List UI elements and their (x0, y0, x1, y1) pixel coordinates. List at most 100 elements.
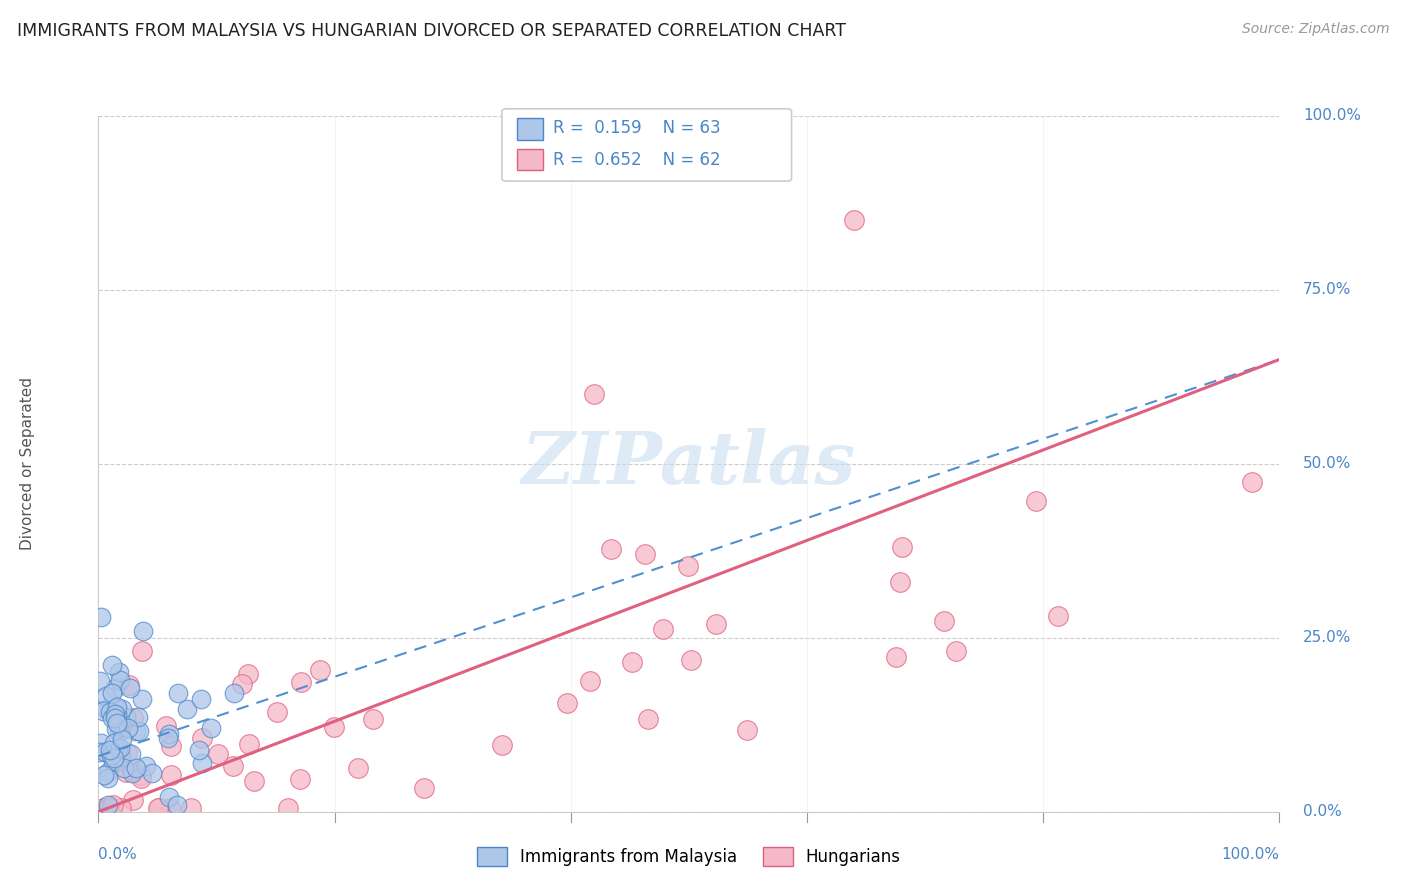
Point (679, 653, 702, 667)
Point (108, 665, 131, 680)
Point (94, 745, 117, 759)
Point (93, 801, 115, 815)
Text: R =  0.159    N = 63: R = 0.159 N = 63 (553, 120, 720, 137)
Text: 75.0%: 75.0% (1303, 283, 1351, 297)
Point (101, 686, 124, 700)
Point (112, 761, 135, 775)
Point (361, 712, 384, 726)
Point (118, 681, 141, 696)
Point (97, 797, 120, 812)
Text: IMMIGRANTS FROM MALAYSIA VS HUNGARIAN DIVORCED OR SEPARATED CORRELATION CHART: IMMIGRANTS FROM MALAYSIA VS HUNGARIAN DI… (17, 22, 846, 40)
Text: 25.0%: 25.0% (1303, 631, 1351, 645)
Point (148, 801, 170, 815)
Legend: Immigrants from Malaysia, Hungarians: Immigrants from Malaysia, Hungarians (471, 840, 907, 873)
Point (844, 213, 866, 227)
Point (323, 719, 346, 733)
Point (309, 663, 332, 677)
Point (945, 644, 967, 658)
Text: ZIPatlas: ZIPatlas (522, 428, 856, 500)
Point (110, 801, 132, 815)
Point (111, 702, 134, 716)
Point (288, 772, 311, 786)
Point (105, 722, 128, 736)
Point (160, 739, 183, 754)
Point (118, 678, 141, 692)
Point (346, 761, 368, 775)
Point (93, 768, 115, 782)
Point (652, 622, 675, 636)
Point (98, 706, 121, 720)
Point (121, 710, 143, 724)
Point (105, 716, 128, 731)
Point (190, 692, 212, 706)
Point (180, 801, 202, 815)
Point (583, 387, 606, 401)
Text: 100.0%: 100.0% (1303, 109, 1361, 123)
Point (108, 725, 131, 739)
Point (128, 723, 150, 738)
Point (101, 658, 124, 673)
Point (127, 710, 149, 724)
Point (122, 793, 145, 807)
Point (224, 686, 246, 700)
Point (90, 610, 112, 624)
Point (97, 764, 120, 779)
Text: Source: ZipAtlas.com: Source: ZipAtlas.com (1241, 22, 1389, 37)
Point (101, 755, 124, 769)
Point (93, 801, 115, 815)
Point (101, 711, 124, 725)
Point (108, 720, 131, 734)
Point (188, 743, 211, 757)
Point (231, 677, 253, 691)
Point (111, 732, 134, 747)
Point (89, 745, 111, 759)
Point (101, 797, 124, 812)
Point (117, 721, 139, 735)
Point (146, 801, 169, 815)
Point (141, 765, 163, 780)
Point (98, 801, 121, 815)
Point (105, 702, 128, 716)
Point (620, 655, 643, 669)
Point (637, 712, 659, 726)
Text: Divorced or Separated: Divorced or Separated (20, 377, 35, 550)
Point (129, 768, 152, 782)
Point (100, 748, 122, 763)
Point (107, 741, 129, 756)
Point (104, 681, 127, 696)
Point (176, 702, 198, 716)
Point (110, 741, 132, 756)
Point (121, 766, 143, 780)
Text: 50.0%: 50.0% (1303, 457, 1351, 471)
Point (160, 768, 183, 782)
Point (121, 764, 143, 778)
Point (157, 727, 180, 741)
Point (89, 673, 111, 688)
Point (222, 759, 245, 773)
Point (884, 649, 907, 664)
Point (157, 789, 180, 804)
Text: 0.0%: 0.0% (1303, 805, 1341, 819)
Point (94, 690, 117, 704)
Point (120, 747, 142, 761)
Point (634, 547, 657, 561)
Point (191, 731, 214, 746)
Point (243, 773, 266, 788)
Point (104, 711, 127, 725)
Point (114, 764, 136, 779)
Point (1025, 493, 1047, 508)
Point (135, 758, 157, 772)
Point (94, 702, 117, 716)
Point (207, 747, 229, 761)
Point (97, 772, 120, 786)
Point (157, 731, 180, 745)
Point (104, 707, 127, 722)
Point (105, 699, 128, 714)
Point (200, 721, 222, 735)
Point (103, 751, 125, 765)
Point (191, 756, 214, 770)
Point (578, 674, 600, 689)
Point (932, 614, 955, 628)
Point (1241, 475, 1264, 489)
Point (889, 574, 911, 589)
